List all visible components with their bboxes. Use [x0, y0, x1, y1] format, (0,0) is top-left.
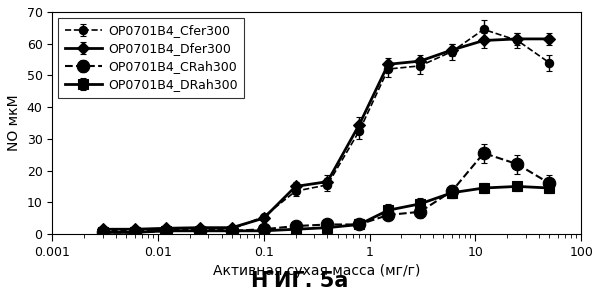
Text: ҤИГ. 5а: ҤИГ. 5а [251, 271, 349, 291]
X-axis label: Активная сухая масса (мг/г): Активная сухая масса (мг/г) [213, 264, 421, 278]
Y-axis label: NO мкМ: NO мкМ [7, 95, 21, 151]
Legend: OP0701B4_Cfer300, OP0701B4_Dfer300, OP0701B4_CRah300, OP0701B4_DRah300: OP0701B4_Cfer300, OP0701B4_Dfer300, OP07… [58, 18, 244, 98]
